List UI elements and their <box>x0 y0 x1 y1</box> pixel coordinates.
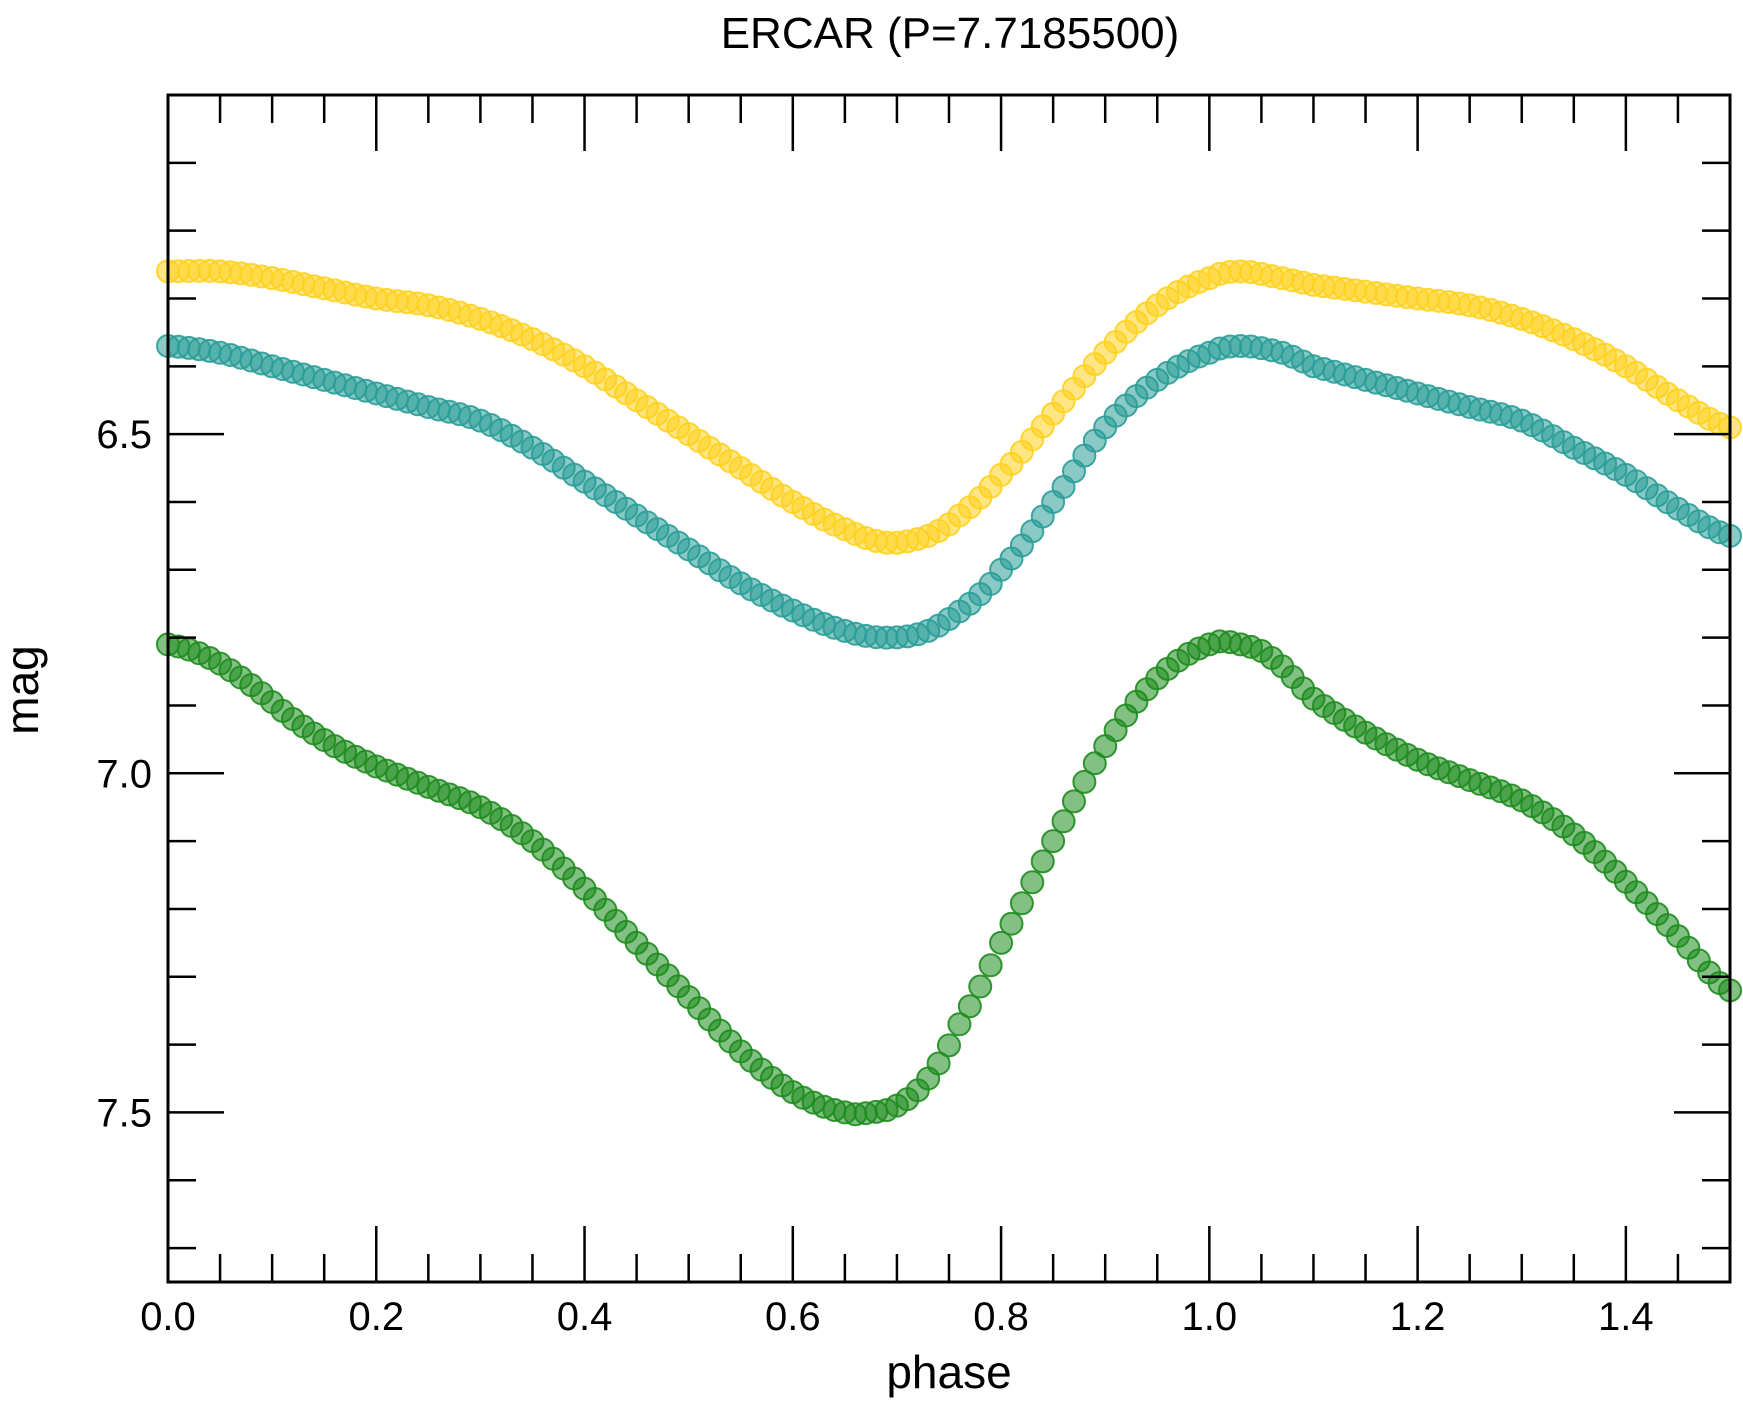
y-tick-label: 7.0 <box>96 752 152 796</box>
x-tick-label: 0.2 <box>348 1295 404 1339</box>
chart-title: ERCAR (P=7.7185500) <box>721 9 1180 58</box>
data-point <box>926 1051 951 1076</box>
y-tick-label: 6.5 <box>96 413 152 457</box>
data-point <box>1020 870 1045 895</box>
x-tick-label: 0.8 <box>973 1295 1029 1339</box>
data-point <box>1009 891 1034 916</box>
x-tick-label: 1.4 <box>1598 1295 1654 1339</box>
x-tick-label: 0.6 <box>765 1295 821 1339</box>
data-point <box>978 953 1003 978</box>
data-point <box>968 974 993 999</box>
data-point <box>1082 751 1107 776</box>
y-axis-label: mag <box>0 645 48 734</box>
tick-labels: 0.0 0.2 0.4 0.6 0.8 1.0 1.2 1.4 6.5 7.0 7.5 <box>96 413 1653 1339</box>
x-tick-label: 1.0 <box>1182 1295 1238 1339</box>
axis-ticks <box>166 95 1732 1282</box>
data-point <box>947 1012 972 1037</box>
data-point <box>999 911 1024 936</box>
x-axis-label: phase <box>886 1346 1011 1398</box>
series-1 <box>156 258 1742 555</box>
x-tick-label: 0.0 <box>140 1295 196 1339</box>
series-2 <box>156 333 1742 650</box>
series-3 <box>156 629 1742 1127</box>
data-point <box>1041 829 1066 854</box>
data-point <box>1051 809 1076 834</box>
plot-frame <box>166 93 1732 1284</box>
data-point <box>1061 789 1086 814</box>
plot-series <box>156 258 1742 1127</box>
x-tick-label: 1.2 <box>1390 1295 1446 1339</box>
y-tick-label: 7.5 <box>96 1091 152 1135</box>
data-point <box>937 1033 961 1058</box>
data-point <box>1030 849 1055 874</box>
data-point <box>957 994 982 1019</box>
data-point <box>1072 769 1097 794</box>
data-point <box>989 930 1014 955</box>
x-tick-label: 0.4 <box>557 1295 613 1339</box>
